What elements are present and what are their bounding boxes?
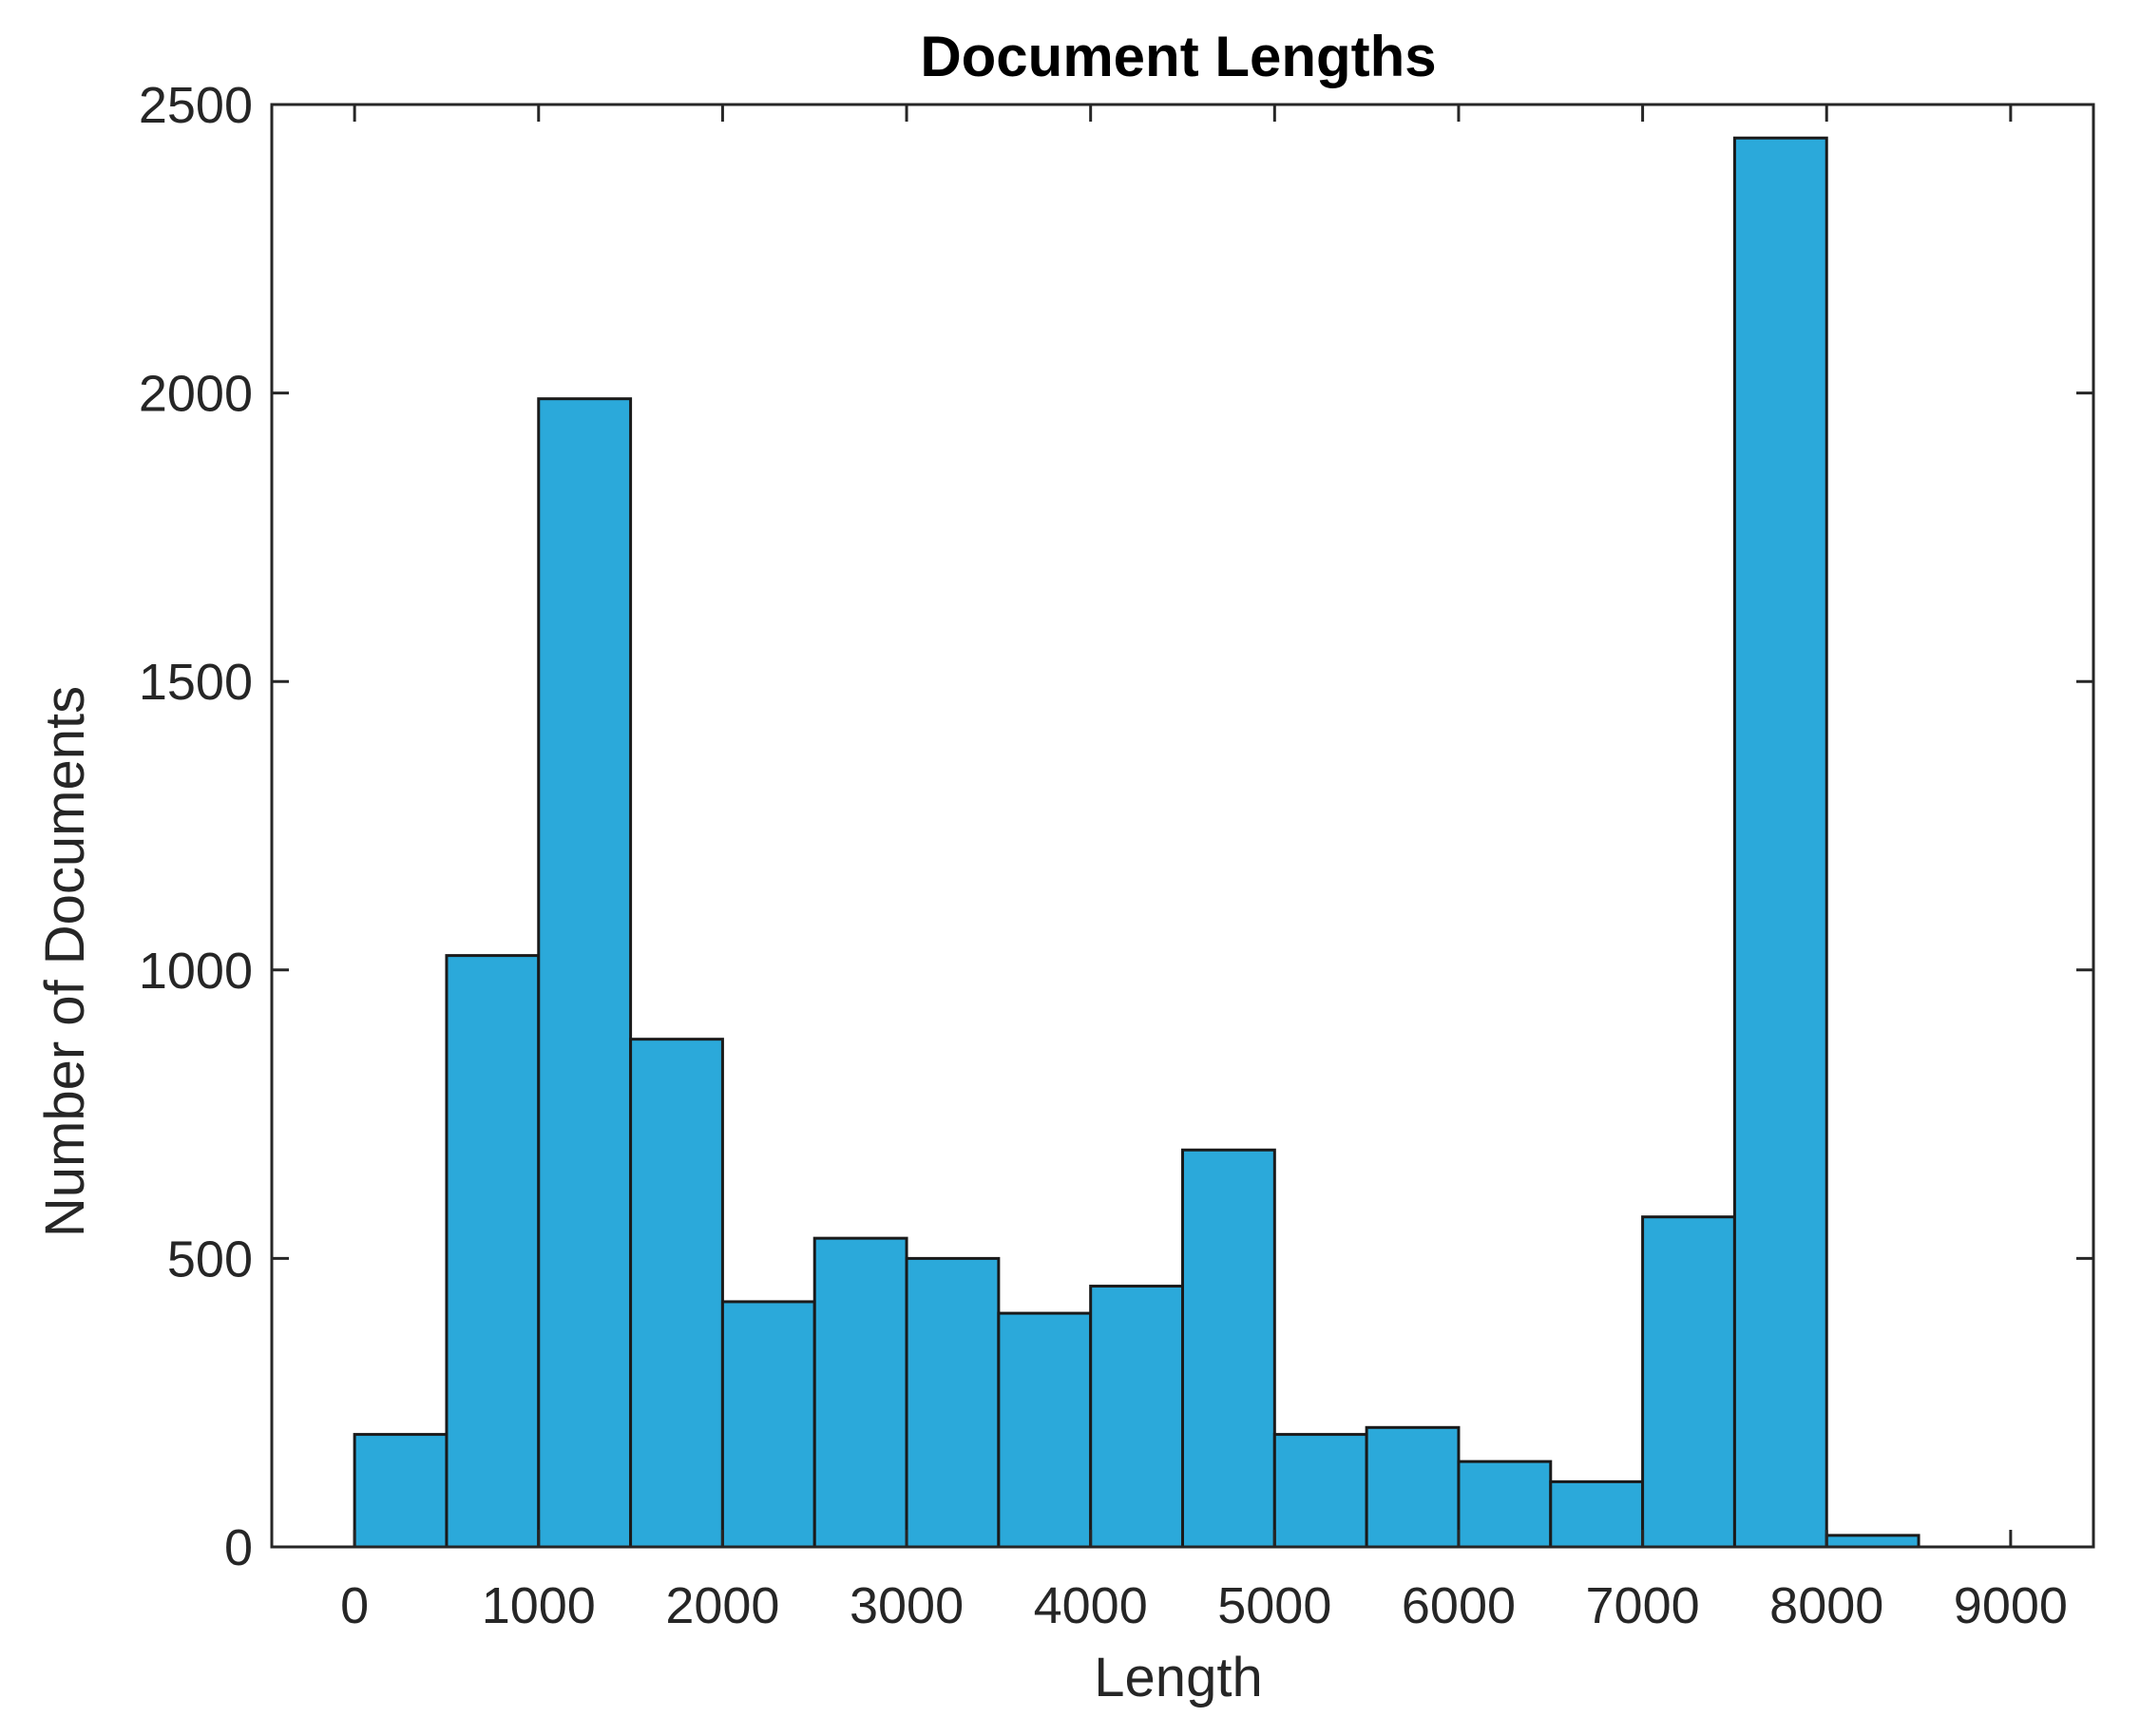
x-tick-label: 8000 (1769, 1577, 1883, 1634)
x-tick-label: 5000 (1217, 1577, 1331, 1634)
x-tick-label: 4000 (1034, 1577, 1148, 1634)
histogram-bar (720, 1300, 816, 1549)
histogram-bar (1272, 1433, 1368, 1549)
histogram-bar (1732, 136, 1828, 1549)
histogram-bar (997, 1311, 1093, 1549)
histogram-bar (445, 954, 541, 1549)
x-axis-label: Length (1094, 1647, 1262, 1708)
histogram-bar (1181, 1148, 1276, 1549)
y-axis-ticks: 0 500 1000 1500 2000 2500 (139, 77, 2093, 1576)
histogram-bar (1641, 1215, 1736, 1549)
bars-group (353, 136, 1920, 1549)
x-tick-label: 1000 (482, 1577, 596, 1634)
y-tick-label: 1500 (139, 654, 253, 711)
x-tick-label: 9000 (1954, 1577, 2068, 1634)
x-tick-label: 3000 (850, 1577, 964, 1634)
histogram-bar (1549, 1479, 1645, 1549)
chart-title: Document Lengths (920, 25, 1436, 88)
x-tick-label: 7000 (1586, 1577, 1700, 1634)
histogram-bar (1365, 1425, 1461, 1549)
histogram-bar (1089, 1285, 1184, 1549)
histogram-bar (1825, 1534, 1920, 1549)
histogram-bar (812, 1236, 908, 1549)
y-tick-label: 1000 (139, 943, 253, 1000)
x-tick-label: 6000 (1402, 1577, 1516, 1634)
y-tick-label: 2500 (139, 77, 253, 134)
axes-box (270, 103, 2095, 1549)
y-tick-label: 2000 (139, 366, 253, 423)
y-tick-label: 0 (224, 1519, 253, 1576)
y-axis-label: Number of Documents (34, 686, 96, 1237)
histogram-bar (629, 1038, 724, 1549)
x-axis-ticks: 0 1000 2000 3000 4000 5000 6000 7000 8000 9000 (340, 105, 2068, 1634)
x-tick-label: 0 (340, 1577, 369, 1634)
y-tick-label: 500 (167, 1230, 253, 1288)
histogram-bar (353, 1433, 449, 1549)
histogram-bar (537, 397, 633, 1549)
x-tick-label: 2000 (665, 1577, 779, 1634)
histogram-bar (905, 1256, 1001, 1549)
histogram-bar (1457, 1459, 1553, 1549)
